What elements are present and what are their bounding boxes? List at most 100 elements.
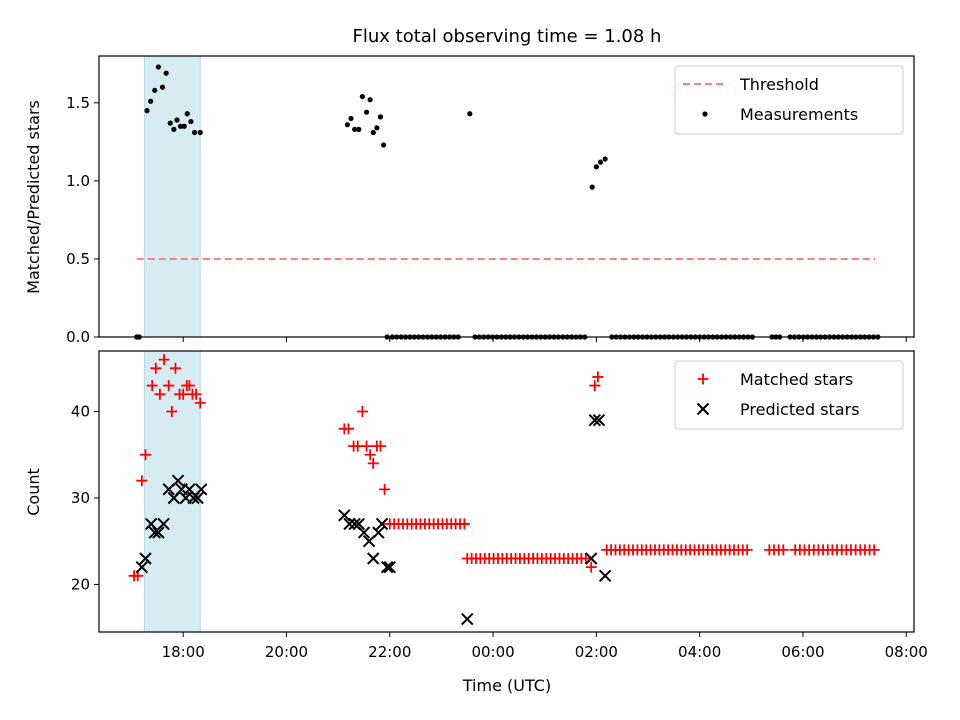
predicted-star-marker	[352, 517, 365, 531]
measurement-point	[144, 108, 150, 114]
measurement-point	[155, 64, 161, 70]
y-tick-label: 40	[71, 403, 90, 421]
legend-label: Threshold	[739, 75, 819, 94]
measurement-point	[380, 142, 387, 148]
matched-star-marker	[592, 371, 604, 383]
measurement-point	[370, 129, 376, 136]
measurement-point	[188, 118, 194, 125]
matched-star-marker	[158, 354, 170, 366]
matched-star-marker	[361, 440, 373, 452]
matched-star-marker	[741, 544, 753, 556]
measurement-point	[174, 117, 180, 123]
legend-label: Matched stars	[740, 370, 853, 389]
measurement-point	[178, 123, 184, 129]
matched-star-marker	[356, 406, 368, 418]
observing-window-band	[143, 55, 201, 338]
matched-star-marker	[458, 518, 470, 530]
x-tick-label: 06:00	[781, 643, 824, 661]
matched-star-marker	[580, 553, 592, 565]
legend-measurement-swatch	[702, 111, 708, 117]
measurement-point	[356, 126, 362, 132]
y-tick-label: 1.0	[66, 172, 90, 190]
top-y-axis-label: Matched/Predicted stars	[24, 100, 43, 294]
x-tick-label: 22:00	[368, 643, 411, 661]
predicted-star-marker	[191, 491, 204, 505]
measurement-point	[167, 120, 173, 126]
axes-frame	[98, 55, 915, 338]
legend-predicted-swatch	[696, 402, 710, 416]
y-tick-label: 1.5	[66, 94, 90, 112]
axes-frame	[98, 350, 915, 633]
x-tick-label: 00:00	[471, 643, 514, 661]
predicted-star-marker	[135, 560, 149, 574]
matched-star-marker	[166, 406, 178, 418]
matched-star-marker	[146, 380, 158, 392]
legend-label: Measurements	[740, 105, 858, 124]
predicted-star-marker	[375, 517, 389, 531]
predicted-star-marker	[383, 560, 396, 574]
predicted-star-marker	[152, 526, 165, 539]
measurement-point	[589, 184, 595, 190]
predicted-star-marker	[338, 509, 351, 522]
y-tick-label: 20	[71, 575, 90, 593]
legend: Threshold Measurements	[674, 65, 904, 135]
y-tick-label: 30	[71, 489, 90, 507]
measurement-point	[374, 125, 380, 131]
x-tick-label: 04:00	[678, 643, 721, 661]
measurement-point	[159, 84, 166, 90]
measurement-point	[359, 93, 366, 100]
measurement-point	[163, 70, 169, 76]
matched-star-marker	[194, 397, 206, 409]
x-tick-label: 08:00	[885, 643, 928, 661]
predicted-star-marker	[139, 552, 152, 565]
measurement-point	[191, 129, 198, 136]
matched-star-marker	[589, 380, 601, 392]
matched-star-marker	[139, 449, 151, 461]
matched-star-marker	[777, 544, 789, 556]
measurement-point	[348, 115, 354, 122]
predicted-star-marker	[195, 483, 208, 496]
legend-label: Predicted stars	[740, 400, 860, 419]
matched-star-marker	[163, 380, 175, 392]
legend-box	[674, 360, 904, 430]
y-tick-label: 0.5	[66, 250, 90, 268]
matched-star-marker	[177, 388, 189, 400]
predicted-star-marker	[588, 413, 602, 427]
measurement-point	[171, 126, 177, 132]
top-panel: 0.0 0.5 1.0 1.5 Threshold Measurements	[66, 55, 915, 346]
measurement-point	[367, 97, 373, 103]
matched-star-marker	[136, 475, 148, 487]
x-axis-label: Time (UTC)	[462, 676, 551, 695]
predicted-star-marker	[584, 552, 598, 565]
x-tick-label: 02:00	[575, 643, 618, 661]
x-tick-label: 18:00	[162, 643, 205, 661]
measurement-point	[467, 111, 473, 117]
matched-star-marker	[150, 362, 162, 374]
legend: Matched stars Predicted stars	[674, 360, 904, 430]
matched-star-marker	[190, 388, 202, 400]
predicted-star-marker	[461, 612, 474, 626]
matched-star-marker	[585, 561, 597, 573]
matched-star-marker	[379, 483, 391, 495]
measurement-point	[184, 111, 190, 117]
measurement-point	[352, 126, 358, 132]
predicted-star-marker	[367, 552, 380, 565]
matched-star-marker	[367, 457, 379, 469]
measurement-point	[197, 129, 203, 136]
x-tick-label: 20:00	[265, 643, 308, 661]
predicted-star-marker	[592, 413, 606, 427]
matched-star-marker	[374, 440, 386, 452]
measurement-point	[602, 156, 608, 162]
predicted-star-marker	[372, 526, 385, 539]
matched-star-marker	[364, 449, 376, 461]
matched-star-marker	[868, 544, 880, 556]
measurement-point	[181, 123, 187, 129]
predicted-star-marker	[357, 526, 371, 539]
predicted-star-marker	[598, 569, 612, 583]
measurement-point	[377, 114, 384, 120]
matched-star-marker	[183, 380, 195, 392]
measurement-point	[152, 87, 158, 93]
predicted-star-marker	[343, 517, 356, 531]
measurement-point	[597, 159, 604, 165]
